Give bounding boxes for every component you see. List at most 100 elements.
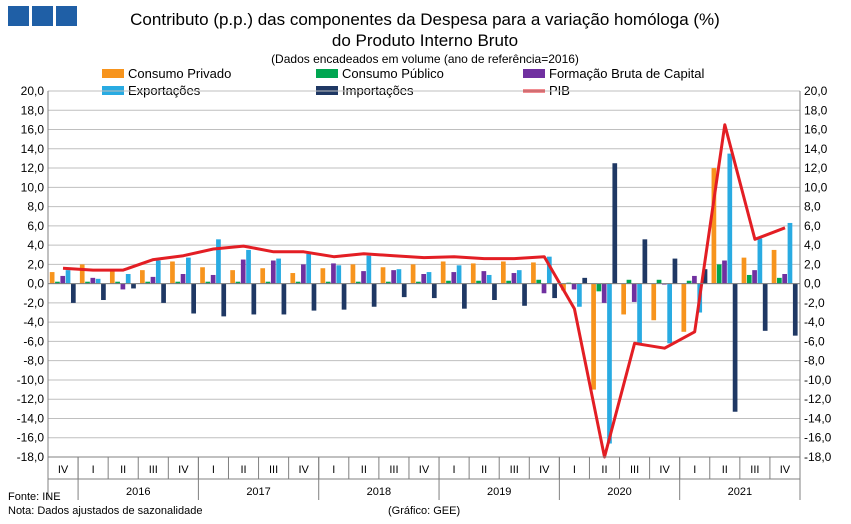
bar-consumo-privado [320, 268, 326, 284]
bar-importa-es [101, 283, 106, 301]
bar-importa-es [281, 283, 287, 315]
y-tick-label-left: -18,0 [17, 450, 45, 464]
bar-consumo-privado [79, 264, 85, 284]
bar-consumo-privado [170, 261, 175, 284]
bar-consumo-privado [621, 283, 627, 315]
bar-importa-es [582, 277, 588, 284]
bar-importa-es [762, 283, 768, 331]
y-tick-label-right: -12,0 [804, 392, 832, 406]
bar-exporta-es [336, 265, 342, 284]
bar-consumo-privado [440, 261, 446, 284]
bar-importa-es [161, 283, 166, 303]
bar-exporta-es [577, 283, 582, 307]
bar-consumo-p-blico [746, 274, 752, 284]
bar-forma-o-bruta-de-capital [361, 271, 366, 284]
y-tick-label-left: 12,0 [21, 161, 45, 175]
y-tick-label-left: 0,0 [27, 277, 44, 291]
bar-consumo-p-blico [205, 281, 211, 284]
x-tick-label-quarter: I [573, 464, 576, 476]
bar-consumo-p-blico [385, 281, 391, 284]
y-tick-label-left: -6,0 [23, 334, 44, 348]
x-tick-label-quarter: III [149, 464, 158, 476]
y-tick-label-right: 2,0 [804, 257, 821, 271]
bar-importa-es [221, 283, 227, 317]
y-tick-label-right: 10,0 [804, 180, 828, 194]
bar-forma-o-bruta-de-capital [180, 274, 186, 284]
y-tick-label-left: 4,0 [27, 238, 44, 252]
bar-consumo-privado [500, 261, 506, 284]
legend-label: Consumo Privado [128, 66, 231, 81]
bar-consumo-p-blico [626, 279, 632, 284]
bar-consumo-privado [591, 283, 596, 390]
bar-importa-es [492, 283, 497, 301]
y-tick-label-right: -14,0 [804, 411, 832, 425]
x-tick-label-quarter: III [269, 464, 278, 476]
bar-importa-es [311, 283, 317, 311]
y-tick-label-right: -10,0 [804, 373, 832, 387]
legend-swatch [102, 69, 124, 78]
y-tick-label-left: 10,0 [21, 180, 45, 194]
bar-exporta-es [366, 255, 372, 284]
chart-title-line2: do Produto Interno Bruto [332, 31, 518, 50]
bar-importa-es [191, 283, 197, 314]
bar-forma-o-bruta-de-capital [90, 277, 96, 284]
y-tick-label-left: -4,0 [23, 315, 44, 329]
bar-consumo-p-blico [355, 281, 361, 284]
bar-forma-o-bruta-de-capital [511, 273, 517, 284]
legend-swatch [316, 69, 338, 78]
y-tick-label-left: -16,0 [17, 431, 45, 445]
x-tick-label-quarter: III [389, 464, 398, 476]
bar-importa-es [70, 283, 76, 303]
x-tick-label-quarter: III [510, 464, 519, 476]
bar-importa-es [431, 283, 437, 299]
bar-exporta-es [155, 260, 161, 284]
x-tick-label-quarter: IV [539, 464, 550, 476]
bar-exporta-es [95, 278, 101, 284]
bar-exporta-es [727, 153, 733, 284]
legend-swatch [523, 69, 545, 78]
bar-consumo-privado [350, 264, 356, 284]
x-tick-label-quarter: II [481, 464, 487, 476]
bar-consumo-p-blico [295, 281, 301, 284]
y-tick-label-right: 12,0 [804, 161, 828, 175]
bar-consumo-p-blico [145, 281, 151, 284]
bar-forma-o-bruta-de-capital [631, 283, 637, 302]
bar-consumo-privado [230, 270, 235, 284]
bar-consumo-p-blico [265, 281, 271, 284]
axes: 20,0 20,0 18,0 18,0 16,0 16,0 14,0 14,0 12,0 12,0… [17, 84, 832, 500]
bar-importa-es [702, 269, 708, 284]
bar-consumo-p-blico [536, 279, 542, 284]
y-tick-label-left: 8,0 [27, 200, 44, 214]
logo-square-2 [32, 6, 53, 26]
bar-importa-es [642, 239, 648, 284]
y-tick-label-left: -10,0 [17, 373, 45, 387]
y-tick-label-right: 20,0 [804, 84, 828, 98]
y-tick-label-left: 14,0 [21, 142, 45, 156]
x-tick-label-quarter: I [92, 464, 95, 476]
bar-forma-o-bruta-de-capital [601, 283, 607, 303]
bar-exporta-es [216, 239, 221, 284]
bar-forma-o-bruta-de-capital [752, 270, 757, 284]
bar-importa-es [732, 283, 738, 412]
bar-consumo-p-blico [686, 280, 692, 284]
y-tick-label-left: 18,0 [21, 103, 45, 117]
bar-exporta-es [125, 274, 131, 284]
bar-exporta-es [607, 283, 612, 444]
x-tick-label-quarter: II [240, 464, 246, 476]
bar-importa-es [612, 163, 618, 284]
bar-consumo-privado [681, 283, 687, 332]
bar-consumo-privado [410, 264, 416, 284]
bar-importa-es [462, 283, 467, 309]
x-tick-label-quarter: I [693, 464, 696, 476]
x-tick-label-quarter: IV [298, 464, 309, 476]
x-tick-label-year: 2017 [246, 486, 270, 498]
bar-forma-o-bruta-de-capital [391, 270, 396, 284]
y-tick-label-left: -2,0 [23, 296, 44, 310]
bar-exporta-es [516, 270, 522, 284]
bar-forma-o-bruta-de-capital [150, 276, 156, 284]
bar-consumo-privado [711, 168, 717, 284]
y-tick-label-right: -8,0 [804, 354, 825, 368]
logo-square-1 [8, 6, 29, 26]
